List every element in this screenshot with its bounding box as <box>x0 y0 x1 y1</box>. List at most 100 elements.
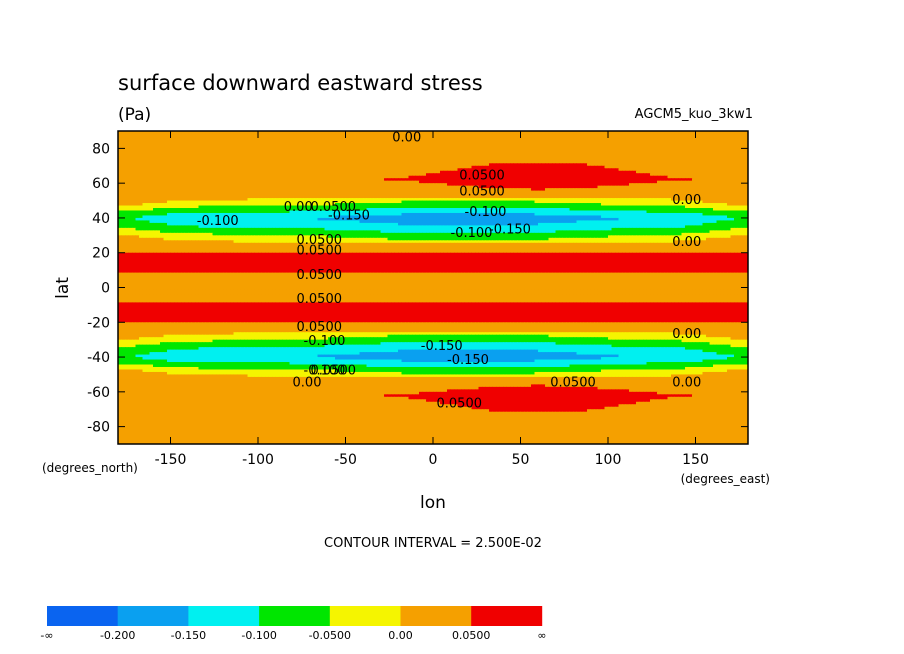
field-cell <box>534 135 539 139</box>
field-cell <box>275 175 280 179</box>
field-cell <box>286 153 290 157</box>
field-cell <box>156 135 161 139</box>
field-cell <box>293 165 297 169</box>
field-cell <box>275 148 280 152</box>
field-cell <box>212 148 217 152</box>
field-cell <box>734 168 738 172</box>
field-cell <box>233 145 238 149</box>
field-cell <box>601 148 605 152</box>
field-cell <box>188 138 192 142</box>
field-cell <box>398 168 402 172</box>
field-cell <box>244 175 248 179</box>
field-cell <box>667 178 672 182</box>
field-cell <box>160 153 164 157</box>
field-cell <box>485 150 490 154</box>
field-cell <box>538 133 542 137</box>
field-cell <box>212 178 217 182</box>
field-cell <box>482 150 486 154</box>
field-cell <box>251 170 255 174</box>
field-cell <box>226 160 231 164</box>
field-cell <box>156 158 161 162</box>
field-cell <box>335 143 339 147</box>
field-cell <box>664 173 668 177</box>
field-cell <box>177 140 182 144</box>
field-cell <box>489 135 493 139</box>
field-cell <box>121 158 126 162</box>
field-cell <box>174 178 178 182</box>
field-cell <box>580 170 584 174</box>
field-cell <box>398 170 402 174</box>
field-cell <box>317 148 322 152</box>
field-cell <box>198 168 203 172</box>
field-cell <box>391 165 395 169</box>
field-cell <box>170 143 175 147</box>
field-cell <box>391 180 395 184</box>
field-cell <box>275 165 280 169</box>
field-cell <box>174 173 178 177</box>
field-cell <box>678 143 682 147</box>
field-cell <box>681 163 686 167</box>
field-cell <box>629 160 633 164</box>
field-cell <box>156 133 161 137</box>
field-cell <box>230 143 234 147</box>
field-cell <box>125 180 129 184</box>
field-cell <box>349 165 353 169</box>
field-cell <box>454 160 458 164</box>
field-cell <box>562 165 567 169</box>
field-cell <box>482 145 486 149</box>
field-cell <box>429 148 434 152</box>
field-cell <box>345 158 350 162</box>
field-cell <box>405 145 409 149</box>
field-cell <box>198 135 203 139</box>
field-cell <box>573 165 577 169</box>
field-cell <box>576 158 581 162</box>
field-cell <box>366 135 371 139</box>
field-cell <box>569 170 574 174</box>
field-cell <box>205 145 210 149</box>
field-cell <box>527 155 532 159</box>
field-cell <box>380 153 385 157</box>
field-cell <box>555 131 560 134</box>
field-cell <box>538 170 542 174</box>
field-cell <box>156 143 161 147</box>
field-cell <box>629 178 633 182</box>
field-cell <box>149 135 154 139</box>
field-cell <box>160 160 164 164</box>
field-cell <box>695 140 700 144</box>
field-cell <box>573 158 577 162</box>
field-cell <box>359 178 364 182</box>
field-cell <box>426 155 430 159</box>
field-cell <box>632 175 637 179</box>
field-cell <box>461 165 465 169</box>
field-cell <box>559 168 563 172</box>
field-cell <box>275 170 280 174</box>
field-cell <box>139 145 143 149</box>
field-cell <box>590 153 595 157</box>
field-cell <box>506 173 511 177</box>
field-cell <box>240 138 245 142</box>
field-cell <box>688 140 693 144</box>
field-cell <box>632 165 637 169</box>
field-cell <box>741 178 745 182</box>
field-cell <box>674 150 679 154</box>
field-cell <box>328 175 332 179</box>
field-cell <box>254 175 259 179</box>
field-cell <box>573 140 577 144</box>
field-cell <box>664 140 668 144</box>
field-cell <box>149 153 154 157</box>
field-cell <box>128 180 133 184</box>
field-cell <box>251 153 255 157</box>
field-cell <box>128 155 133 159</box>
field-cell <box>387 180 392 184</box>
field-cell <box>702 150 707 154</box>
field-cell <box>433 170 437 174</box>
field-cell <box>226 138 231 142</box>
field-cell <box>541 163 546 167</box>
field-cell <box>184 133 189 137</box>
field-cell <box>244 165 248 169</box>
field-cell <box>506 131 511 134</box>
field-cell <box>188 158 192 162</box>
field-cell <box>160 175 164 179</box>
field-cell <box>268 148 273 152</box>
field-cell <box>391 155 395 159</box>
